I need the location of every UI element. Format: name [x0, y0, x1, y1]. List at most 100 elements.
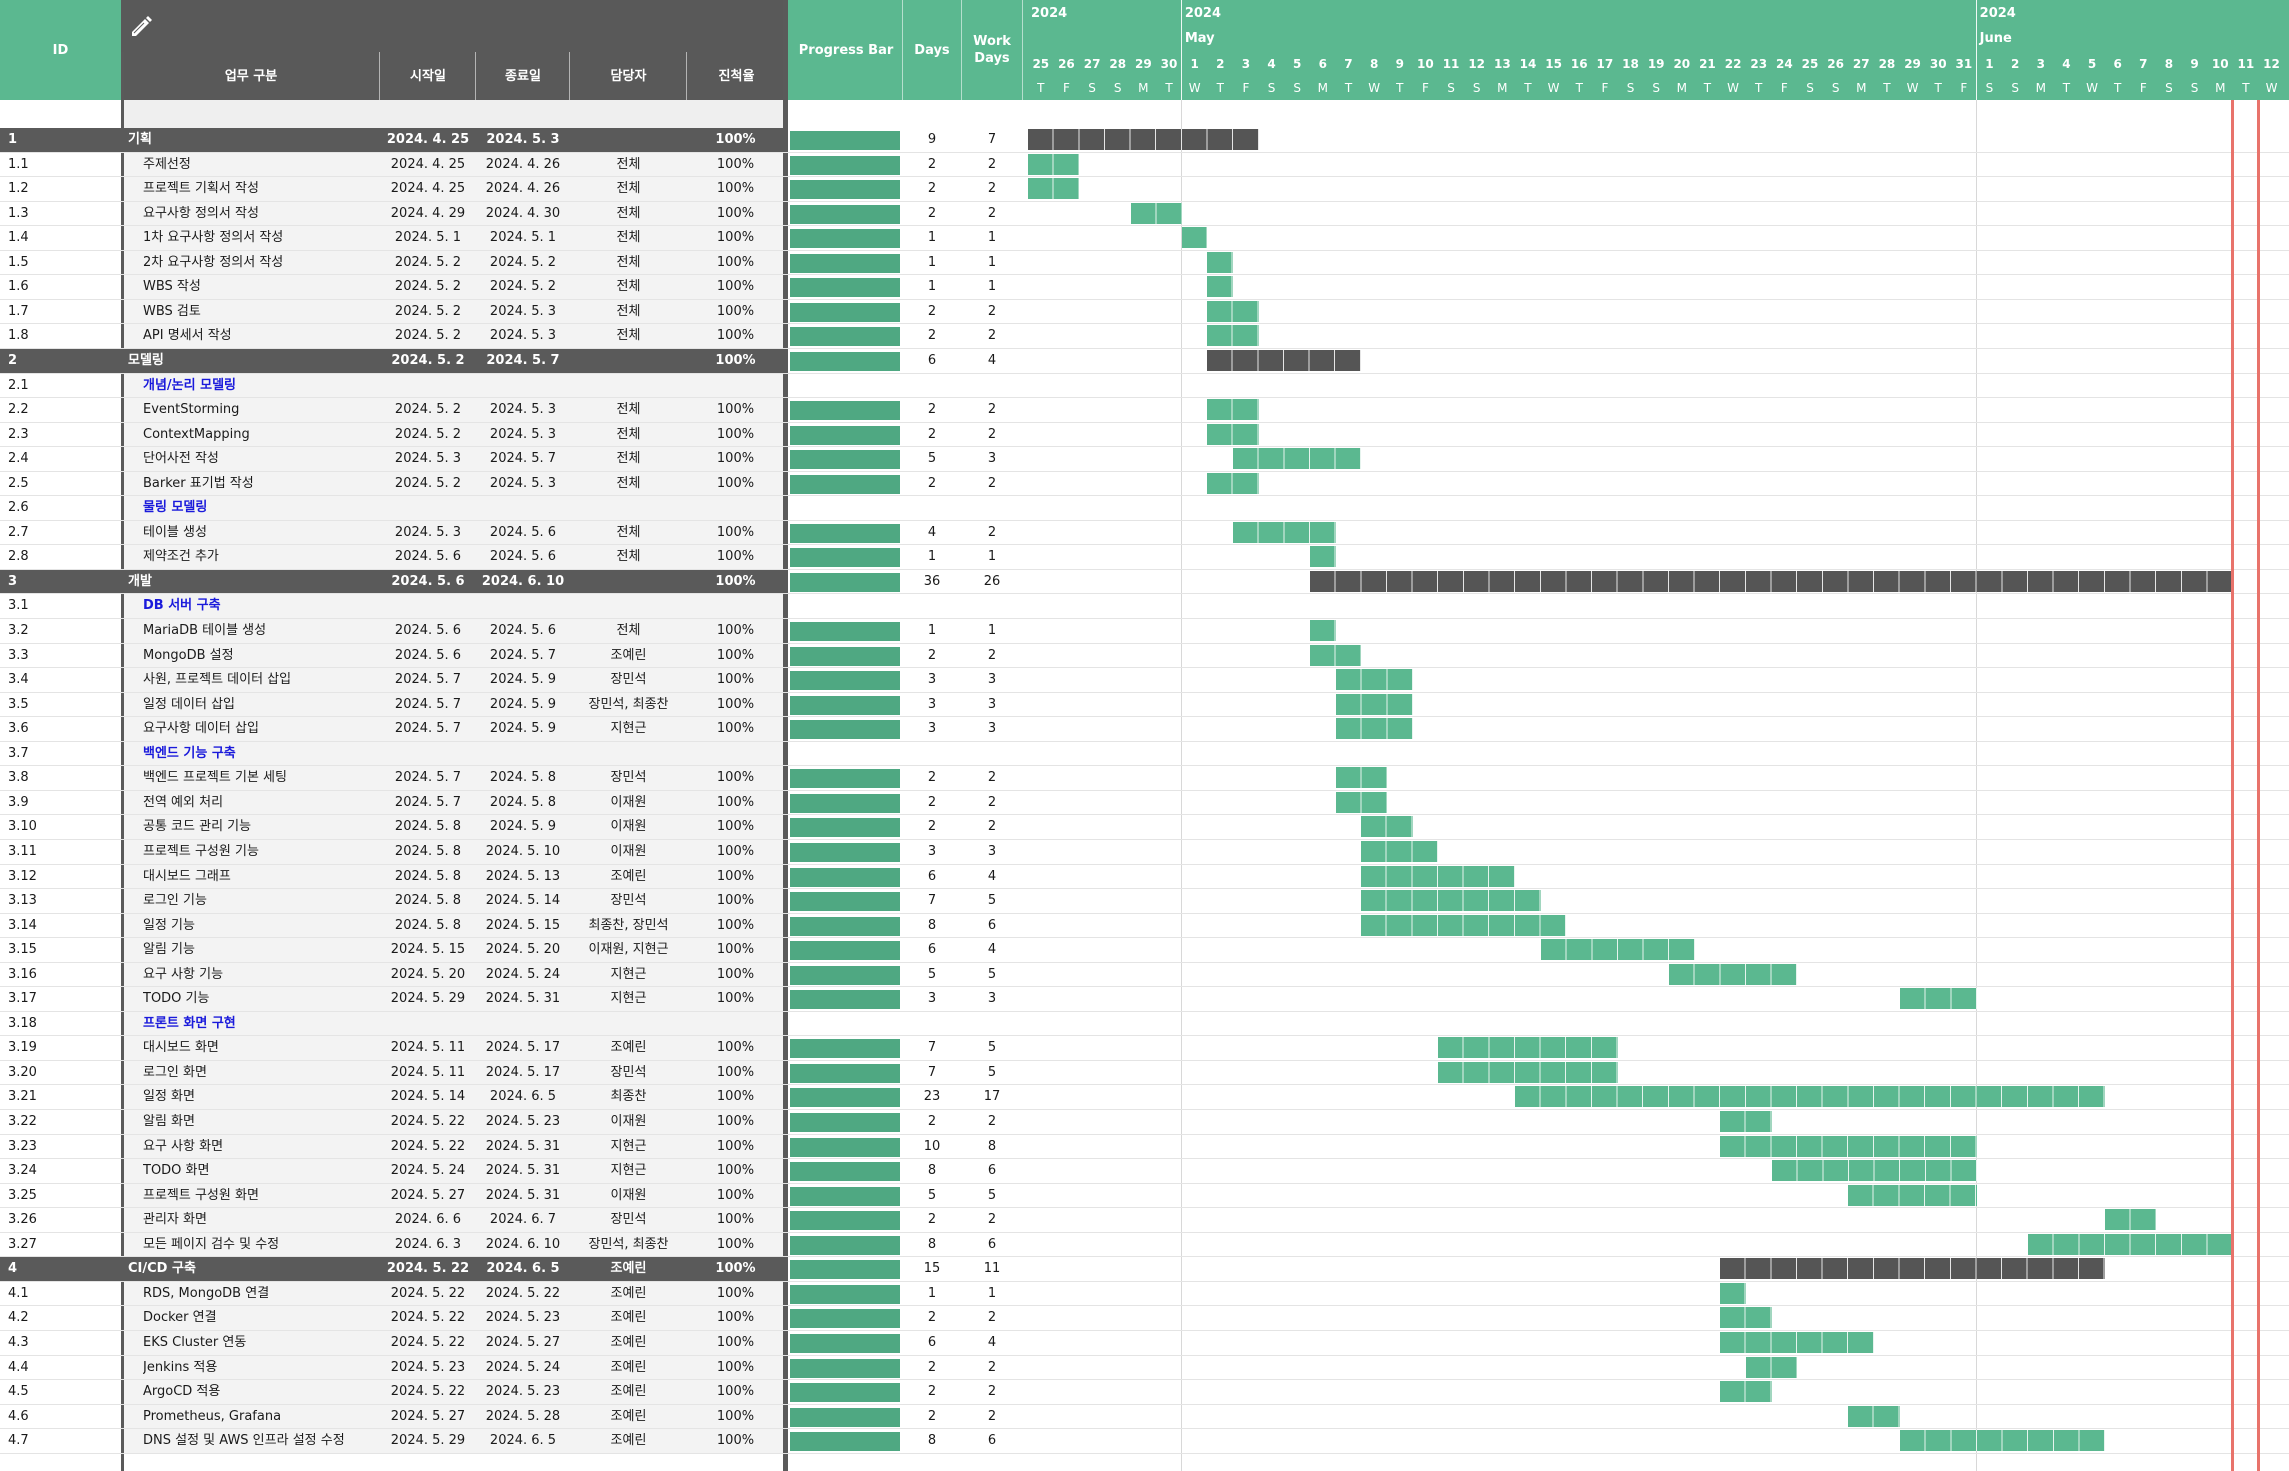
gantt-bar[interactable] [2027, 1233, 2234, 1255]
row-workdays [962, 742, 1022, 766]
row-end: 2024. 5. 27 [485, 1334, 561, 1350]
gantt-bar[interactable] [1540, 939, 1695, 961]
gantt-bar[interactable] [1335, 791, 1387, 813]
row-percent: 100% [716, 328, 755, 344]
row-id: 2 [8, 352, 18, 368]
gantt-bar[interactable] [1335, 669, 1413, 691]
row-days: 2 [927, 1212, 937, 1228]
header-progress[interactable]: 진척율 [718, 68, 755, 84]
row-end: 2024. 6. 5 [489, 1089, 557, 1105]
gantt-bar[interactable] [2104, 1209, 2157, 1231]
row-end: 2024. 5. 9 [489, 721, 557, 737]
gantt-bar[interactable] [1438, 1037, 1618, 1059]
task-row-bg [124, 520, 783, 546]
gantt-bar[interactable] [1361, 840, 1439, 862]
row-workdays: 2 [987, 402, 997, 418]
gantt-bar[interactable] [1848, 1184, 1977, 1206]
gantt-bar[interactable] [1720, 1307, 1772, 1329]
gantt-bar[interactable] [1028, 129, 1259, 150]
task-row-bg [124, 668, 783, 693]
gantt-bar[interactable] [1515, 1086, 2105, 1108]
gantt-bar[interactable] [1361, 890, 1541, 912]
gantt-bar[interactable] [1310, 570, 2234, 592]
gantt-bar[interactable] [1181, 227, 1208, 249]
gantt-bar[interactable] [1233, 448, 1362, 470]
gantt-bar[interactable] [1720, 1381, 1772, 1403]
row-owner: 전체 [616, 303, 641, 319]
header-work-days[interactable]: Work Days [973, 34, 1011, 66]
gantt-bar[interactable] [1335, 718, 1413, 740]
timeline-weekday: S [1985, 80, 1994, 95]
gantt-bar[interactable] [1899, 1430, 2105, 1452]
gantt-bar[interactable] [1310, 546, 1336, 568]
gantt-bar[interactable] [1335, 767, 1387, 789]
gantt-bar[interactable] [1207, 276, 1234, 298]
row-start: 2024. 5. 22 [390, 1285, 466, 1301]
row-start: 2024. 4. 25 [390, 156, 466, 172]
gantt-bar[interactable] [1745, 1356, 1798, 1378]
row-days: 8 [927, 1163, 937, 1179]
row-gridline [0, 446, 2289, 448]
row-gridline [0, 151, 2289, 153]
task-row-bg [124, 1085, 783, 1110]
row-start: 2024. 4. 25 [386, 132, 470, 147]
gantt-bar[interactable] [1361, 865, 1516, 887]
header-sep [569, 52, 570, 100]
gantt-bar[interactable] [1207, 472, 1259, 494]
gantt-bar[interactable] [1207, 349, 1362, 371]
gantt-bar[interactable] [1233, 521, 1336, 543]
header-task[interactable]: 업무 구분 [224, 68, 278, 84]
row-id: 2.2 [8, 402, 29, 418]
gantt-bar[interactable] [1720, 1331, 1875, 1353]
gantt-bar[interactable] [1207, 251, 1234, 273]
header-end[interactable]: 종료일 [505, 68, 541, 84]
gantt-bar[interactable] [1720, 1282, 1746, 1304]
row-start: 2024. 5. 22 [390, 1384, 466, 1400]
row-percent: 100% [716, 279, 755, 295]
gantt-bar[interactable] [1207, 399, 1259, 421]
row-workdays: 8 [987, 1138, 997, 1154]
timeline-weekday: S [1806, 80, 1814, 95]
gantt-bar[interactable] [1361, 816, 1413, 838]
header-owner[interactable]: 담당자 [610, 68, 647, 84]
header-days[interactable]: Days [914, 42, 950, 58]
gantt-bar[interactable] [1720, 1258, 2105, 1280]
gantt-bar[interactable] [1361, 914, 1567, 936]
gantt-bar[interactable] [1207, 300, 1259, 322]
timeline-date: 16 [1570, 56, 1588, 71]
gantt-bar[interactable] [1310, 644, 1362, 666]
row-task: 사원, 프로젝트 데이터 삽입 [143, 672, 292, 688]
timeline-year: 2024 [1031, 6, 1068, 21]
task-row-bg [124, 962, 783, 988]
header-progress-bar[interactable]: Progress Bar [798, 42, 894, 58]
row-end: 2024. 5. 3 [489, 328, 557, 344]
pencil-icon[interactable] [128, 12, 154, 38]
gantt-bar[interactable] [1028, 178, 1080, 200]
gantt-bar[interactable] [1335, 693, 1413, 715]
gantt-bar[interactable] [1207, 325, 1259, 347]
gantt-bar[interactable] [1028, 153, 1080, 175]
timeline-month: May [1184, 31, 1215, 46]
gantt-bar[interactable] [1438, 1061, 1618, 1083]
row-id: 3.11 [8, 843, 37, 859]
row-workdays: 2 [987, 1408, 997, 1424]
gantt-bar[interactable] [1899, 988, 1977, 1010]
gantt-bar[interactable] [1771, 1160, 1977, 1182]
gantt-bar[interactable] [1720, 1135, 1977, 1157]
row-days: 2 [927, 647, 937, 663]
phase-row-bg [0, 1257, 783, 1282]
row-start: 2024. 5. 2 [394, 402, 462, 418]
header-id[interactable]: ID [52, 42, 69, 58]
gantt-bar[interactable] [1669, 963, 1798, 985]
progress-bar [790, 1063, 900, 1083]
row-days: 2 [927, 181, 937, 197]
timeline-weekday: W [1188, 80, 1201, 95]
gantt-bar[interactable] [1207, 423, 1259, 445]
gantt-bar[interactable] [1848, 1405, 1900, 1427]
gantt-bar[interactable] [1720, 1111, 1772, 1132]
progress-bar [790, 155, 900, 175]
gantt-bar[interactable] [1310, 620, 1336, 641]
gantt-bar[interactable] [1130, 202, 1182, 224]
timeline-weekday: T [1165, 80, 1173, 95]
header-start[interactable]: 시작일 [410, 68, 446, 84]
